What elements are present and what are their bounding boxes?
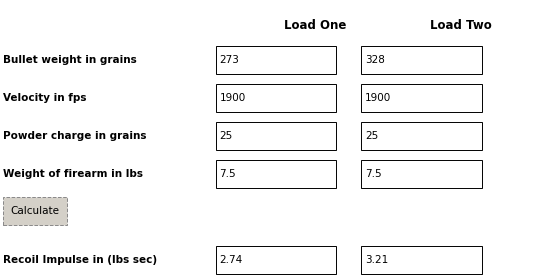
Text: 25: 25 [365, 131, 379, 141]
Text: 7.5: 7.5 [365, 169, 382, 179]
FancyBboxPatch shape [361, 122, 482, 150]
FancyBboxPatch shape [216, 246, 336, 274]
Text: Bullet weight in grains: Bullet weight in grains [3, 55, 137, 65]
FancyBboxPatch shape [216, 122, 336, 150]
Text: Calculate: Calculate [11, 206, 59, 216]
Text: 3.21: 3.21 [365, 255, 389, 265]
FancyBboxPatch shape [216, 46, 336, 74]
FancyBboxPatch shape [216, 160, 336, 188]
Text: 1900: 1900 [365, 93, 391, 103]
Text: 1900: 1900 [220, 93, 246, 103]
Text: 2.74: 2.74 [220, 255, 243, 265]
Text: 328: 328 [365, 55, 385, 65]
Text: Load One: Load One [284, 19, 346, 32]
Text: Recoil Impulse in (lbs sec): Recoil Impulse in (lbs sec) [3, 255, 157, 265]
Text: 7.5: 7.5 [220, 169, 236, 179]
Text: Velocity in fps: Velocity in fps [3, 93, 86, 103]
Text: 25: 25 [220, 131, 233, 141]
FancyBboxPatch shape [3, 197, 67, 225]
FancyBboxPatch shape [361, 46, 482, 74]
Text: 273: 273 [220, 55, 239, 65]
Text: Load Two: Load Two [430, 19, 492, 32]
FancyBboxPatch shape [216, 84, 336, 112]
Text: Weight of firearm in lbs: Weight of firearm in lbs [3, 169, 143, 179]
FancyBboxPatch shape [361, 84, 482, 112]
FancyBboxPatch shape [361, 246, 482, 274]
Text: Powder charge in grains: Powder charge in grains [3, 131, 146, 141]
FancyBboxPatch shape [361, 160, 482, 188]
